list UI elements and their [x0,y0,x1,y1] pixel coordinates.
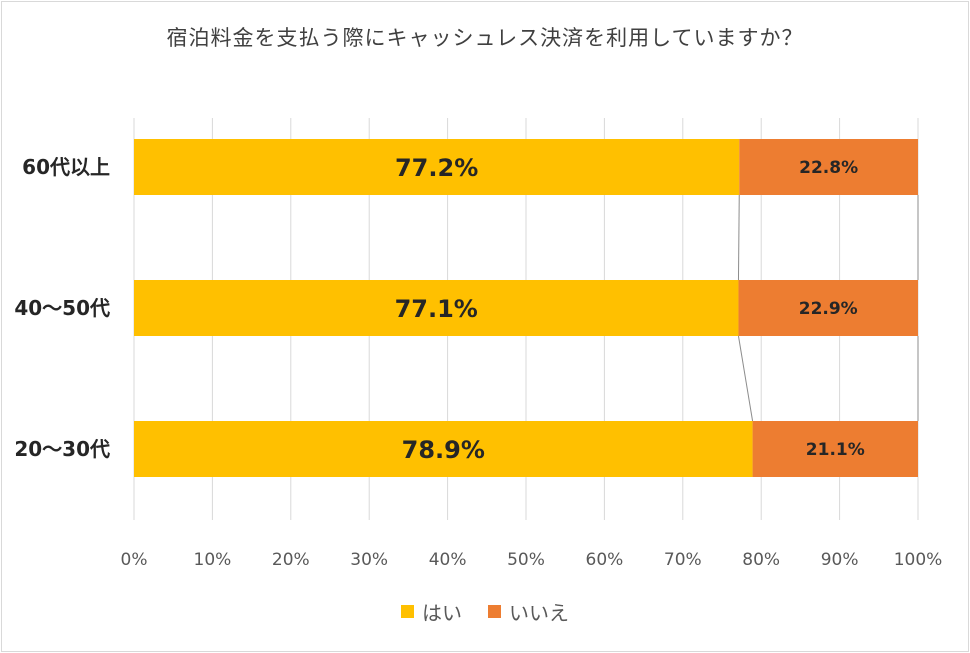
chart-title: 宿泊料金を支払う際にキャッシュレス決済を利用していますか？ [166,26,804,50]
tick-label: 40% [429,550,467,570]
bar-segment [739,139,918,195]
legend-item-no: いいえ [488,597,569,626]
data-label: 77.2% [395,154,478,182]
bars: 77.2% 22.8% 77.1% 22.9% 78.9% 21.1% [134,139,918,477]
tick-label: 20% [272,550,310,570]
data-label: 22.8% [799,158,858,178]
data-label: 21.1% [806,440,865,460]
tick-label: 80% [742,550,780,570]
series-line [737,335,754,422]
legend: はい いいえ [0,597,970,626]
series-line [737,194,740,281]
bar-segment [738,280,918,336]
legend-swatch-yes [401,605,414,618]
tick-label: 70% [664,550,702,570]
category-labels: 60代以上 40～50代 20～30代 [14,155,110,461]
legend-item-yes: はい [401,597,462,626]
bar-segment [134,280,739,336]
category-label: 40～50代 [14,296,110,320]
legend-label-no: いいえ [509,601,569,625]
tick-label: 50% [507,550,545,570]
legend-swatch-no [488,605,501,618]
bar-segment [752,421,918,477]
legend-label-yes: はい [422,601,462,625]
series-lines [737,194,919,422]
bar-segment [134,421,753,477]
tick-labels: 0% 10% 20% 30% 40% 50% 60% 70% 80% 90% 100% [121,550,943,570]
tick-label: 30% [350,550,388,570]
tick-label: 90% [821,550,859,570]
tick-label: 0% [121,550,148,570]
tick-label: 100% [894,550,943,570]
data-label: 22.9% [799,299,858,319]
category-label: 60代以上 [22,155,110,179]
data-label: 77.1% [395,295,478,323]
tick-label: 60% [586,550,624,570]
category-label: 20～30代 [14,437,110,461]
data-label: 78.9% [402,436,485,464]
bar-segment [134,139,740,195]
tick-label: 10% [194,550,232,570]
